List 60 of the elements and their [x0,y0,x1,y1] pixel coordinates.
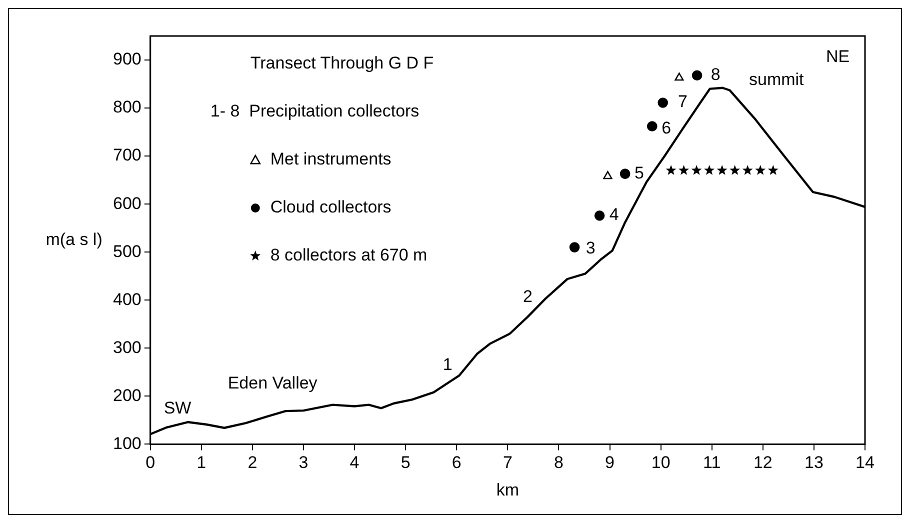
annotation: 4 [609,204,619,224]
x-tick-label: 12 [753,453,772,472]
y-tick-label: 500 [112,242,142,261]
x-tick-label: 3 [298,453,308,472]
point [692,70,702,81]
y-tick-label: 600 [112,194,142,213]
x-tick-label: 8 [554,453,564,472]
x-tick-label: 9 [605,453,615,472]
annotation: 7 [678,92,688,111]
point [691,164,702,175]
annotation: 5 [634,164,644,183]
point [603,171,612,180]
point [730,164,740,175]
x-tick-label: 5 [400,453,410,472]
y-tick-label: 400 [112,290,142,309]
x-tick-label: 4 [350,453,360,472]
annotation: summit [748,70,804,89]
y-axis-title: m(a s l) [46,230,102,249]
y-tick-label: 300 [112,338,142,357]
legend-label: 8 collectors at 670 m [270,246,428,265]
point [755,164,766,175]
point [716,164,728,175]
point [569,242,580,252]
x-tick-label: 7 [502,453,512,472]
x-tick-label: 6 [452,453,462,472]
point [594,210,605,221]
point [646,121,658,132]
y-tick-label: 100 [112,434,142,453]
annotation: SW [164,398,192,418]
x-tick-label: 10 [651,453,670,472]
x-tick-label: 1 [196,453,206,472]
annotation: NE [826,46,850,66]
point [704,164,715,175]
x-tick-label: 0 [146,453,156,472]
legend-label: Cloud collectors [270,198,392,217]
y-tick-label: 800 [112,98,142,117]
x-tick-label: 2 [248,453,258,472]
legend-label: Met instruments [270,150,392,169]
point [768,164,778,175]
annotation: 1- 8 Precipitation collectors [210,102,420,121]
x-axis-title: km [496,480,520,500]
y-tick-label: 900 [112,50,142,69]
point [666,164,676,175]
annotation: 8 [710,64,720,84]
point [620,168,630,179]
text: Transect Through G D F [250,54,434,73]
annotation: 2 [522,286,532,306]
y-tick-label: 200 [112,386,142,405]
x-tick-label: 14 [856,453,874,472]
point [658,98,668,108]
annotation: Eden Valley [228,373,318,392]
point [678,164,690,175]
annotation: 1 [442,355,452,374]
annotation: 6 [662,118,672,138]
point [742,164,753,175]
y-tick-label: 700 [112,146,142,165]
annotation: 3 [586,238,596,258]
point [674,72,684,81]
x-tick-label: 11 [703,453,721,472]
x-tick-label: 13 [804,453,824,472]
